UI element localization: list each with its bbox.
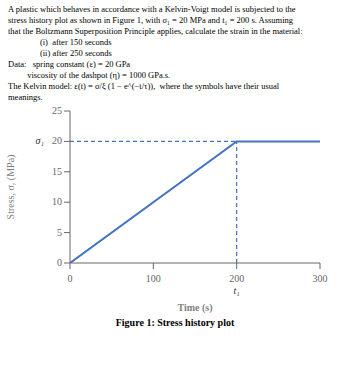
html-text:viscosity of the dashpot (η) =: viscosity of the dashpot (η) = 1000 GPa.… bbox=[8, 70, 171, 81]
svg-text:0: 0 bbox=[57, 257, 62, 268]
svg-text:100: 100 bbox=[146, 273, 161, 284]
svg-text:25: 25 bbox=[52, 105, 62, 116]
svg-text:300: 300 bbox=[313, 273, 328, 284]
svg-text:Stress, σ, (MPa): Stress, σ, (MPa) bbox=[8, 155, 17, 220]
html-text:The Kelvin model: ε(t) = σ/ξ (: The Kelvin model: ε(t) = σ/ξ (1 − e^(−t/… bbox=[8, 81, 280, 92]
svg-text:0: 0 bbox=[68, 273, 73, 284]
html-text:Figure 1: Stress history plot: Figure 1: Stress history plot bbox=[115, 317, 235, 329]
html-text:meanings.: meanings. bbox=[8, 92, 43, 103]
svg-text:200: 200 bbox=[229, 273, 244, 284]
svg-text:σ₁: σ₁ bbox=[36, 136, 44, 147]
html-text:stress history plot as shown i: stress history plot as shown in Figure 1… bbox=[8, 15, 293, 25]
svg-text:15: 15 bbox=[52, 166, 62, 177]
svg-text:t₁: t₁ bbox=[234, 285, 240, 296]
html-text:(ii) after 250 seconds: (ii) after 250 seconds bbox=[8, 48, 112, 59]
svg-text:10: 10 bbox=[52, 197, 62, 208]
svg-text:Time (s): Time (s) bbox=[177, 302, 212, 314]
svg-text:20: 20 bbox=[52, 136, 62, 147]
html-text:(i) after 150 seconds: (i) after 150 seconds bbox=[8, 37, 112, 48]
html-text:Data: spring constant (ε) = 20: Data: spring constant (ε) = 20 GPa bbox=[8, 59, 131, 70]
html-text:that the Boltzmann Superpositi: that the Boltzmann Superposition Princip… bbox=[8, 26, 303, 37]
svg-text:5: 5 bbox=[57, 227, 62, 238]
html-text:A plastic which behaves in acc: A plastic which behaves in accordance wi… bbox=[8, 4, 296, 14]
